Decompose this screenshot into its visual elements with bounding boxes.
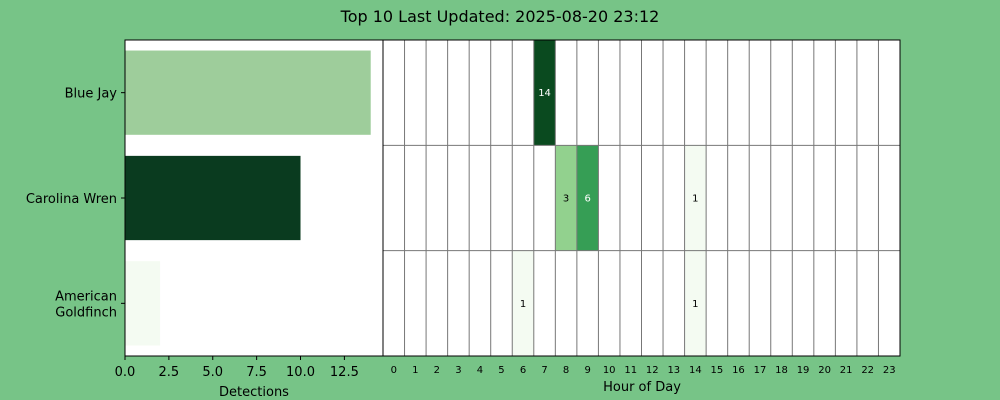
hour-tick-label: 1: [412, 365, 418, 376]
hour-tick-label: 10: [603, 365, 616, 376]
cell-value-label: 6: [584, 194, 590, 205]
hour-tick-label: 22: [861, 365, 874, 376]
y-tick-label: American Goldfinch: [55, 289, 117, 320]
hour-tick-label: 7: [541, 365, 547, 376]
hour-tick-label: 5: [498, 365, 504, 376]
cell-value-label: 1: [692, 299, 698, 310]
cell-value-label: 14: [538, 88, 551, 99]
x-tick-label: 2.5: [159, 365, 180, 380]
cell-value-label: 3: [563, 194, 569, 205]
y-tick-label-line: American: [55, 289, 117, 304]
heatmap-frame: [382, 39, 901, 357]
x-tick-label: 10.0: [286, 365, 315, 380]
hour-tick-label: 0: [391, 365, 397, 376]
hour-tick-label: 3: [455, 365, 461, 376]
cell-value-label: 1: [520, 299, 526, 310]
bar: [125, 50, 371, 135]
heatmap-cell: [512, 250, 534, 356]
y-tick-label: Carolina Wren: [26, 192, 117, 207]
bar: [125, 155, 301, 241]
hour-tick-label: 11: [624, 365, 637, 376]
x-tick-label: 0.0: [115, 365, 136, 380]
hour-tick-label: 8: [563, 365, 569, 376]
heatmap-cell: [555, 145, 577, 251]
heatmap-cell: [576, 145, 599, 251]
hour-tick-label: 14: [689, 365, 702, 376]
hour-tick-label: 12: [646, 365, 659, 376]
bar-panel: Blue Jay Carolina Wren American Goldfinch 0.…: [26, 39, 384, 380]
y-tick-label-line: Carolina Wren: [26, 192, 117, 207]
hour-tick-label: 6: [520, 365, 526, 376]
y-tick-label-line: Blue Jay: [65, 87, 118, 102]
bar-x-axis-label: Detections: [219, 385, 289, 400]
bar: [125, 261, 161, 346]
y-tick-label-line: Goldfinch: [55, 305, 117, 320]
heatmap-cell: [684, 145, 707, 251]
y-tick-label: Blue Jay: [65, 87, 118, 102]
hour-tick-label: 17: [754, 365, 767, 376]
x-tick-label: 5.0: [202, 365, 223, 380]
x-tick-label: 7.5: [246, 365, 267, 380]
hour-tick-label: 15: [711, 365, 724, 376]
hour-tick-label: 20: [818, 365, 831, 376]
chart-title: Top 10 Last Updated: 2025-08-20 23:12: [340, 7, 660, 26]
hour-tick-label: 13: [667, 365, 680, 376]
hour-tick-label: 9: [584, 365, 590, 376]
heatmap-x-axis-label: Hour of Day: [603, 380, 681, 395]
heatmap-panel: 143 6 11 10 1 2 3 4 5 6 7 8 9 10 11 12 13 14 15 16 17 18 19 20 2…: [382, 39, 901, 376]
heatmap-cell: [684, 250, 707, 356]
x-tick-label: 12.5: [330, 365, 359, 380]
hour-tick-label: 2: [434, 365, 440, 376]
heatmap-cell: [533, 40, 556, 146]
hour-tick-label: 23: [883, 365, 896, 376]
hour-tick-label: 19: [797, 365, 810, 376]
hour-tick-label: 18: [775, 365, 788, 376]
hour-tick-label: 4: [477, 365, 483, 376]
hour-tick-label: 21: [840, 365, 853, 376]
hour-tick-label: 16: [732, 365, 745, 376]
cell-value-label: 1: [692, 194, 698, 205]
